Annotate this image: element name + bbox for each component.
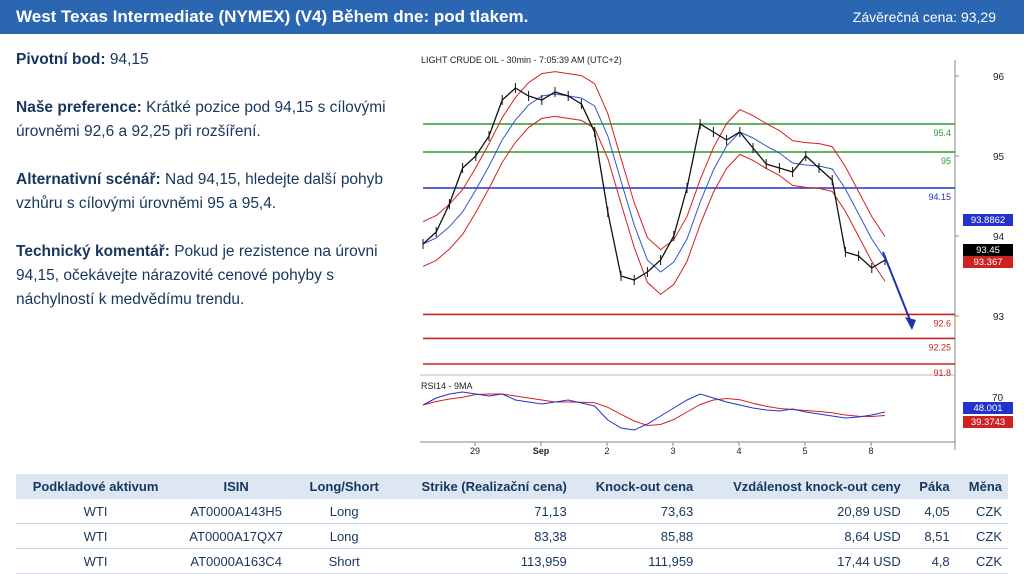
price-tag: 93.367 — [973, 257, 1002, 268]
table-row[interactable]: WTI AT0000A143H5 Long 71,13 73,63 20,89 … — [16, 499, 1008, 524]
rsi-label: RSI14 - 9MA — [421, 381, 473, 391]
lower-band-line — [422, 115, 886, 296]
x-tick-label: 3 — [670, 446, 675, 456]
cell-long-short: Short — [297, 548, 392, 574]
cell-underlying: WTI — [16, 548, 176, 574]
rsi-line — [422, 391, 886, 431]
price-tag-bg — [963, 244, 1013, 256]
price-tag-bg — [963, 256, 1013, 268]
level-label: 95.4 — [933, 128, 951, 138]
cell-knockout: 73,63 — [572, 499, 700, 524]
level-label: 91.8 — [933, 368, 951, 378]
cell-leverage: 4,05 — [906, 499, 956, 524]
price-tag: 93.45 — [976, 245, 1000, 256]
rsi-tag-bg — [963, 402, 1013, 414]
technical-paragraph: Technický komentář: Pokud je rezistence … — [16, 240, 411, 312]
technical-label: Technický komentář: — [16, 243, 170, 260]
cell-strike: 113,959 — [391, 548, 573, 574]
cell-strike: 83,38 — [391, 523, 573, 549]
cell-knockout: 111,959 — [572, 548, 700, 574]
pivot-paragraph: Pivotní bod: 94,15 — [16, 48, 411, 72]
pivot-value: 94,15 — [105, 51, 149, 68]
header-currency: Měna — [955, 474, 1008, 499]
analysis-panel: Pivotní bod: 94,15 Naše preference: Krát… — [16, 48, 411, 336]
cell-distance: 8,64 USD — [699, 523, 907, 549]
table-row[interactable]: WTI AT0000A17QX7 Long 83,38 85,88 8,64 U… — [16, 523, 1008, 549]
rsi-tick-label: 70 — [992, 393, 1004, 404]
cell-knockout: 85,88 — [572, 523, 700, 549]
cell-leverage: 4,8 — [906, 548, 956, 574]
preference-paragraph: Naše preference: Krátké pozice pod 94,15… — [16, 96, 411, 144]
x-tick-label: 4 — [736, 446, 741, 456]
x-tick-label: 29 — [470, 446, 480, 456]
preference-text: Krátké pozice pod 94,15 s cílovými úrovn… — [16, 99, 386, 140]
cell-long-short: Long — [297, 523, 392, 549]
cell-isin: AT0000A143H5 — [175, 499, 298, 524]
rsi-tag-bg — [963, 416, 1013, 428]
x-tick-label: 8 — [868, 446, 873, 456]
price-tag-bg — [963, 214, 1013, 226]
header-bar: West Texas Intermediate (NYMEX) (V4) Běh… — [0, 0, 1024, 34]
cell-currency: CZK — [955, 499, 1008, 524]
header-strike: Strike (Realizační cena) — [391, 474, 573, 499]
y-tick-label: 95 — [993, 152, 1005, 163]
cell-currency: CZK — [955, 548, 1008, 574]
level-label: 94.15 — [928, 192, 951, 202]
cell-isin: AT0000A163C4 — [175, 548, 298, 574]
rsi-tag: 39.3743 — [971, 417, 1005, 428]
cell-isin: AT0000A17QX7 — [175, 523, 298, 549]
alternative-paragraph: Alternativní scénář: Nad 94,15, hledejte… — [16, 168, 411, 216]
price-tag: 93.8862 — [971, 215, 1005, 226]
close-price: Závěrečná cena: 93,29 — [852, 9, 996, 25]
y-tick-label: 94 — [993, 232, 1005, 243]
cell-underlying: WTI — [16, 523, 176, 549]
header-distance: Vzdálenost knock-out ceny — [699, 474, 907, 499]
table-header-row: Podkladové aktivum ISIN Long/Short Strik… — [16, 474, 1008, 499]
table-row[interactable]: WTI AT0000A163C4 Short 113,959 111,959 1… — [16, 548, 1008, 574]
alternative-label: Alternativní scénář: — [16, 171, 161, 188]
chart-title: LIGHT CRUDE OIL - 30min - 7:05:39 AM (UT… — [421, 55, 622, 65]
cell-distance: 17,44 USD — [699, 548, 907, 574]
cell-underlying: WTI — [16, 499, 176, 524]
alternative-text: Nad 94,15, hledejte další pohyb vzhůru s… — [16, 171, 384, 212]
preference-label: Naše preference: — [16, 99, 142, 116]
x-tick-label: 5 — [802, 446, 807, 456]
y-tick-label: 93 — [993, 312, 1005, 323]
cell-long-short: Long — [297, 499, 392, 524]
page-title: West Texas Intermediate (NYMEX) (V4) Běh… — [16, 7, 529, 26]
target-arrow — [882, 251, 916, 330]
cell-leverage: 8,51 — [906, 523, 956, 549]
cell-strike: 71,13 — [391, 499, 573, 524]
x-tick-label: 2 — [604, 446, 609, 456]
header-knockout: Knock-out cena — [572, 474, 700, 499]
level-label: 92.6 — [933, 318, 951, 328]
cell-currency: CZK — [955, 523, 1008, 549]
upper-band-line — [422, 71, 886, 251]
y-tick-label: 96 — [993, 72, 1005, 83]
header-isin: ISIN — [175, 474, 298, 499]
rsi-tag: 48.001 — [973, 403, 1002, 414]
level-label: 95 — [941, 156, 951, 166]
cell-distance: 20,89 USD — [699, 499, 907, 524]
header-long-short: Long/Short — [297, 474, 392, 499]
pivot-label: Pivotní bod: — [16, 51, 106, 68]
price-chart: LIGHT CRUDE OIL - 30min - 7:05:39 AM (UT… — [420, 55, 1013, 456]
products-table: Podkladové aktivum ISIN Long/Short Strik… — [16, 474, 1008, 574]
technical-text: Pokud je rezistence na úrovni 94,15, oče… — [16, 243, 378, 308]
price-line — [422, 87, 886, 281]
header-underlying: Podkladové aktivum — [16, 474, 176, 499]
x-tick-label: Sep — [533, 446, 550, 456]
level-label: 92.25 — [928, 342, 951, 352]
header-leverage: Páka — [906, 474, 956, 499]
